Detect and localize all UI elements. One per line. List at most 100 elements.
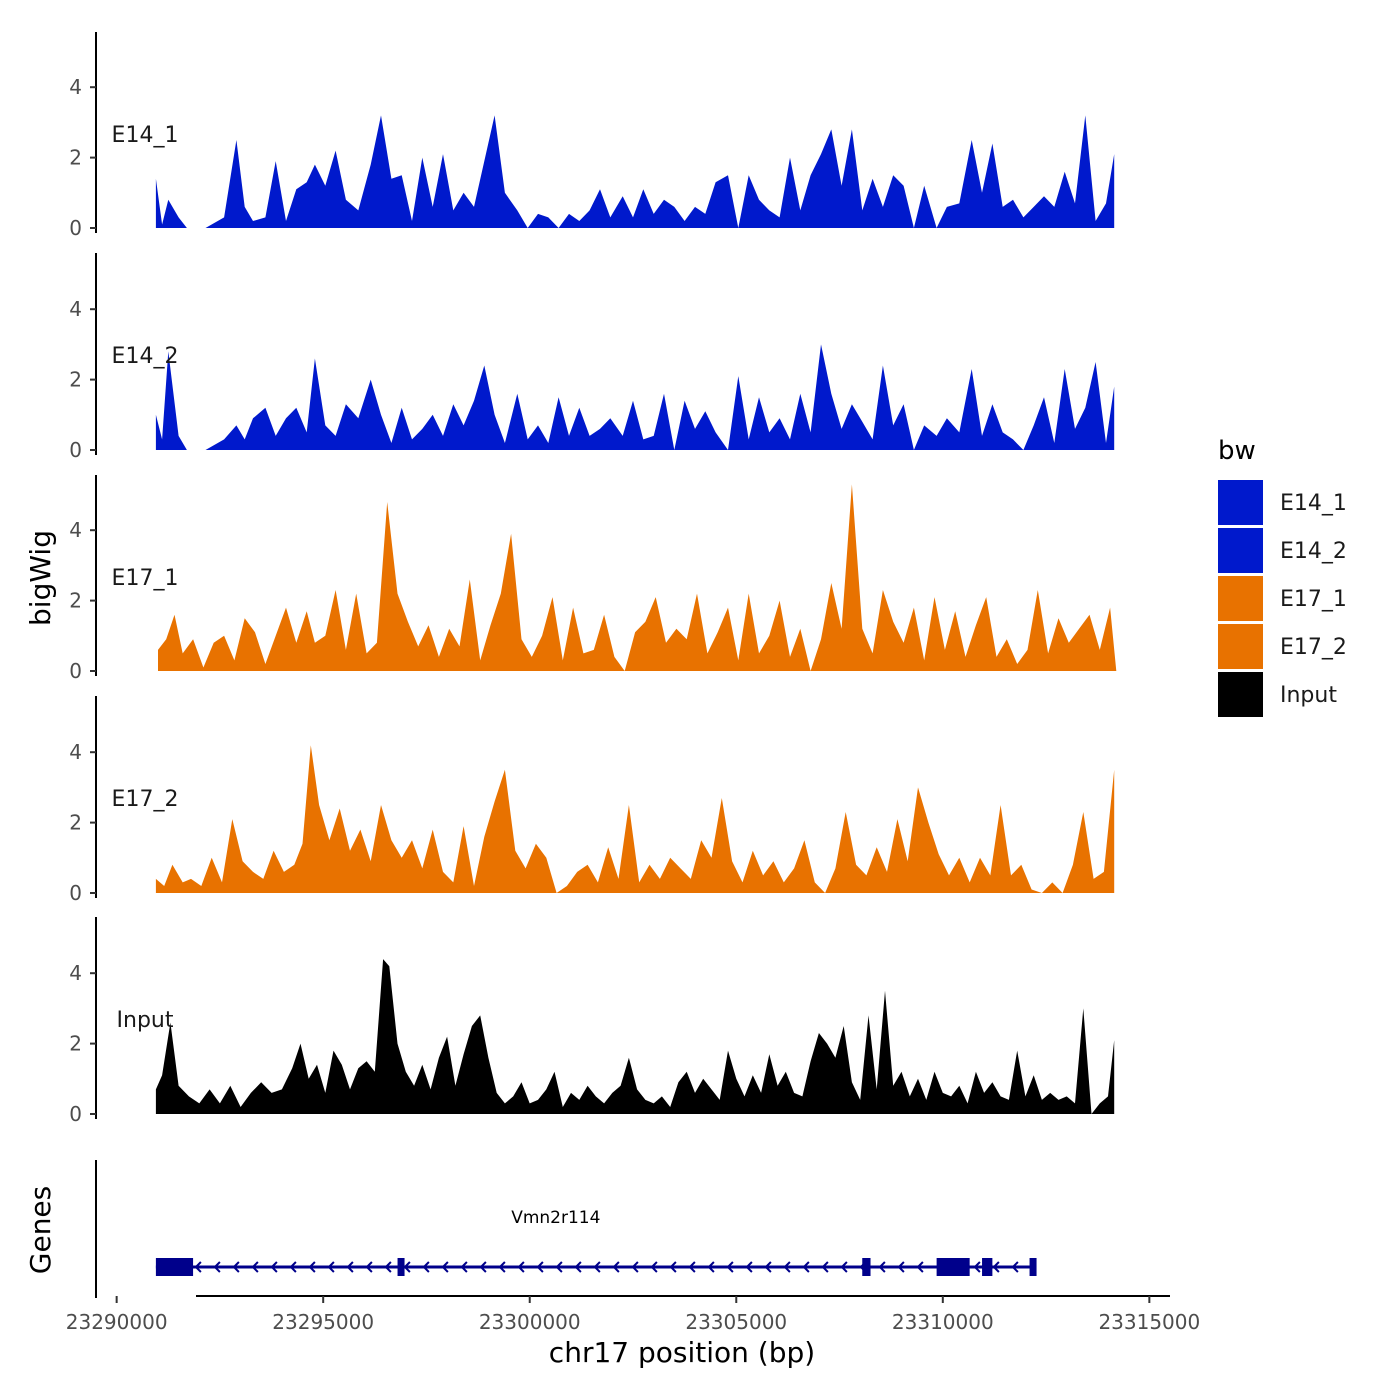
strand-arrow-vmn2r114-17: [517, 1261, 525, 1273]
track-label-input: Input: [117, 1008, 174, 1033]
legend-label-input: Input: [1280, 683, 1337, 708]
signal-area-e17-2: [155, 745, 1115, 893]
strand-arrow-vmn2r114-27: [707, 1261, 715, 1273]
x-tick-label-23305000: 23305000: [685, 1310, 787, 1334]
strand-arrow-vmn2r114-4: [270, 1261, 278, 1273]
x-tick-label-23290000: 23290000: [66, 1310, 168, 1334]
x-tick-label-23310000: 23310000: [892, 1310, 994, 1334]
y-tick-label-e14-2-4: 4: [69, 297, 82, 321]
strand-arrow-vmn2r114-38: [916, 1261, 924, 1273]
strand-arrow-vmn2r114-8: [346, 1261, 354, 1273]
strand-arrow-vmn2r114-30: [764, 1261, 772, 1273]
legend-title: bw: [1218, 436, 1256, 466]
strand-arrow-vmn2r114-24: [650, 1261, 658, 1273]
strand-arrow-vmn2r114-20: [574, 1261, 582, 1273]
strand-arrow-vmn2r114-22: [612, 1261, 620, 1273]
strand-arrow-vmn2r114-19: [555, 1261, 563, 1273]
genes-panel-title: Genes: [24, 1186, 57, 1274]
strand-arrow-vmn2r114-15: [479, 1261, 487, 1273]
y-tick-label-e14-1-2: 2: [69, 146, 82, 170]
strand-arrow-vmn2r114-10: [384, 1261, 392, 1273]
y-tick-label-e14-2-2: 2: [69, 368, 82, 392]
gene-exon-vmn2r114-6: [1029, 1258, 1037, 1276]
strand-arrow-vmn2r114-7: [327, 1261, 335, 1273]
y-tick-label-e17-1-2: 2: [69, 589, 82, 613]
legend-label-e14-2: E14_2: [1280, 539, 1347, 564]
strand-arrow-vmn2r114-6: [308, 1261, 316, 1273]
track-label-e14-1: E14_1: [112, 123, 179, 148]
strand-arrow-vmn2r114-11: [403, 1261, 411, 1273]
y-tick-label-input-2: 2: [69, 1032, 82, 1056]
strand-arrow-vmn2r114-14: [460, 1261, 468, 1273]
strand-arrow-vmn2r114-43: [1011, 1261, 1019, 1273]
track-e14-1: 0 2 4 E14_1: [69, 32, 1115, 240]
y-tick-label-e17-1-4: 4: [69, 518, 82, 542]
x-axis-title: chr17 position (bp): [549, 1336, 815, 1369]
track-label-e14-2: E14_2: [112, 344, 179, 369]
gene-exon-vmn2r114-1: [155, 1258, 194, 1276]
strand-arrow-vmn2r114-31: [783, 1261, 791, 1273]
strand-arrow-vmn2r114-18: [536, 1261, 544, 1273]
y-tick-label-e14-2-0: 0: [69, 438, 82, 462]
signal-area-e14-1: [155, 115, 1115, 228]
y-tick-label-e17-1-0: 0: [69, 659, 82, 683]
strand-arrow-vmn2r114-9: [365, 1261, 373, 1273]
x-tick-label-23315000: 23315000: [1098, 1310, 1200, 1334]
gene-vmn2r114: Vmn2r114: [155, 1208, 1037, 1276]
y-axis-title: bigWig: [24, 530, 57, 626]
track-label-e17-1: E17_1: [112, 566, 179, 591]
strand-arrow-vmn2r114-3: [251, 1261, 259, 1273]
legend-swatch-e14-1: [1218, 480, 1263, 525]
signal-area-e17-1: [158, 484, 1117, 671]
genes-panel: Vmn2r114: [95, 1160, 1037, 1298]
strand-arrow-vmn2r114-42: [992, 1261, 1000, 1273]
gene-exon-vmn2r114-3: [862, 1258, 871, 1276]
gene-exon-vmn2r114-2: [397, 1258, 405, 1276]
gene-label-vmn2r114: Vmn2r114: [511, 1208, 600, 1228]
y-tick-label-e17-2-4: 4: [69, 740, 82, 764]
legend: bw E14_1 E14_2 E17_1 E17_2 Input: [1218, 436, 1347, 717]
strand-arrow-vmn2r114-29: [745, 1261, 753, 1273]
strand-arrow-vmn2r114-0: [194, 1261, 202, 1273]
y-tick-label-input-0: 0: [69, 1102, 82, 1126]
y-tick-label-e14-1-4: 4: [69, 75, 82, 99]
strand-arrow-vmn2r114-36: [878, 1261, 886, 1273]
track-e14-2: 0 2 4 E14_2: [69, 253, 1115, 462]
strand-arrow-vmn2r114-32: [802, 1261, 810, 1273]
strand-arrow-vmn2r114-13: [441, 1261, 449, 1273]
legend-swatch-e14-2: [1218, 528, 1263, 573]
x-tick-label-23300000: 23300000: [479, 1310, 581, 1334]
strand-arrow-vmn2r114-12: [422, 1261, 430, 1273]
legend-label-e17-1: E17_1: [1280, 587, 1347, 612]
strand-arrow-vmn2r114-25: [669, 1261, 677, 1273]
strand-arrow-vmn2r114-2: [232, 1261, 240, 1273]
strand-arrow-vmn2r114-41: [973, 1261, 981, 1273]
strand-arrow-vmn2r114-26: [688, 1261, 696, 1273]
strand-arrow-vmn2r114-34: [840, 1261, 848, 1273]
track-e17-2: 0 2 4 E17_2: [69, 696, 1115, 905]
strand-arrow-vmn2r114-16: [498, 1261, 506, 1273]
strand-arrow-vmn2r114-5: [289, 1261, 297, 1273]
y-tick-label-e17-2-0: 0: [69, 881, 82, 905]
track-label-e17-2: E17_2: [112, 787, 179, 812]
track-input: 0 2 4 Input: [69, 917, 1115, 1126]
signal-area-e14-2: [155, 344, 1115, 450]
y-tick-label-input-4: 4: [69, 961, 82, 985]
legend-label-e17-2: E17_2: [1280, 635, 1347, 660]
x-axis: 23290000 23295000 23300000 23305000 23310000…: [66, 1295, 1200, 1334]
y-tick-label-e17-2-2: 2: [69, 811, 82, 835]
x-tick-label-23295000: 23295000: [272, 1310, 374, 1334]
signal-area-input: [155, 959, 1115, 1114]
gene-exon-vmn2r114-4: [936, 1258, 970, 1276]
strand-arrow-vmn2r114-21: [593, 1261, 601, 1273]
strand-arrow-vmn2r114-1: [213, 1261, 221, 1273]
strand-arrow-vmn2r114-37: [897, 1261, 905, 1273]
legend-label-e14-1: E14_1: [1280, 491, 1347, 516]
track-e17-1: 0 2 4 E17_1: [69, 475, 1117, 683]
gene-exon-vmn2r114-5: [982, 1258, 993, 1276]
strand-arrow-vmn2r114-33: [821, 1261, 829, 1273]
legend-swatch-e17-1: [1218, 576, 1263, 621]
signal-tracks: 0 2 4 E14_1 0 2 4 E14_2 0 2 4 E17_1 0 2 4 E17_2 0 2 4 Input: [69, 32, 1117, 1126]
y-tick-label-e14-1-0: 0: [69, 216, 82, 240]
